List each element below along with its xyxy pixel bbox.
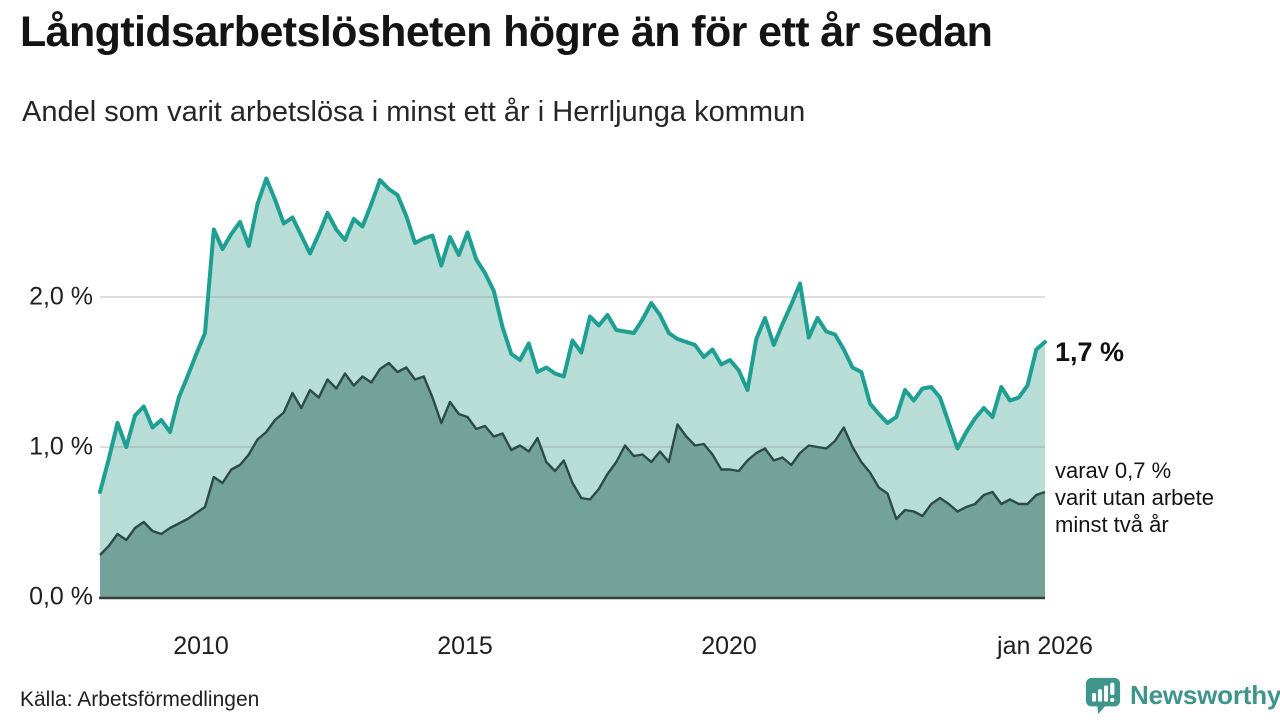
series2-annotation-line-3: minst två år	[1055, 512, 1169, 537]
y-axis-label-1: 1,0 %	[29, 432, 93, 461]
bar-large	[1104, 685, 1109, 702]
x-axis-label-2015: 2015	[437, 632, 493, 660]
page-subtitle: Andel som varit arbetslösa i minst ett å…	[22, 96, 806, 128]
x-axis-label-2020: 2020	[701, 632, 757, 660]
series2-annotation-line-2: varit utan arbete	[1055, 485, 1214, 510]
series2-annotation-line-1: varav 0,7 %	[1055, 458, 1172, 483]
page-title: Långtidsarbetslösheten högre än för ett …	[20, 8, 993, 56]
series2-annotation: varav 0,7 % varit utan arbete minst två …	[1055, 457, 1214, 538]
series1-end-value-label: 1,7 %	[1055, 337, 1125, 367]
newsworthy-wordmark: Newsworthy	[1130, 679, 1280, 710]
y-axis-label-2: 2,0 %	[29, 282, 93, 311]
x-axis-label-jan-2026: jan 2026	[997, 632, 1093, 660]
x-axis-label-2010: 2010	[173, 632, 229, 660]
newsworthy-icon	[1085, 677, 1121, 714]
source-attribution: Källa: Arbetsförmedlingen	[20, 688, 260, 711]
exclamation-dot	[1110, 697, 1115, 703]
newsworthy-logo: Newsworthy	[1084, 676, 1280, 714]
bar-small	[1092, 693, 1097, 702]
y-axis-label-0: 0,0 %	[29, 582, 93, 611]
exclamation-stem	[1110, 682, 1115, 695]
bar-medium	[1098, 689, 1103, 702]
